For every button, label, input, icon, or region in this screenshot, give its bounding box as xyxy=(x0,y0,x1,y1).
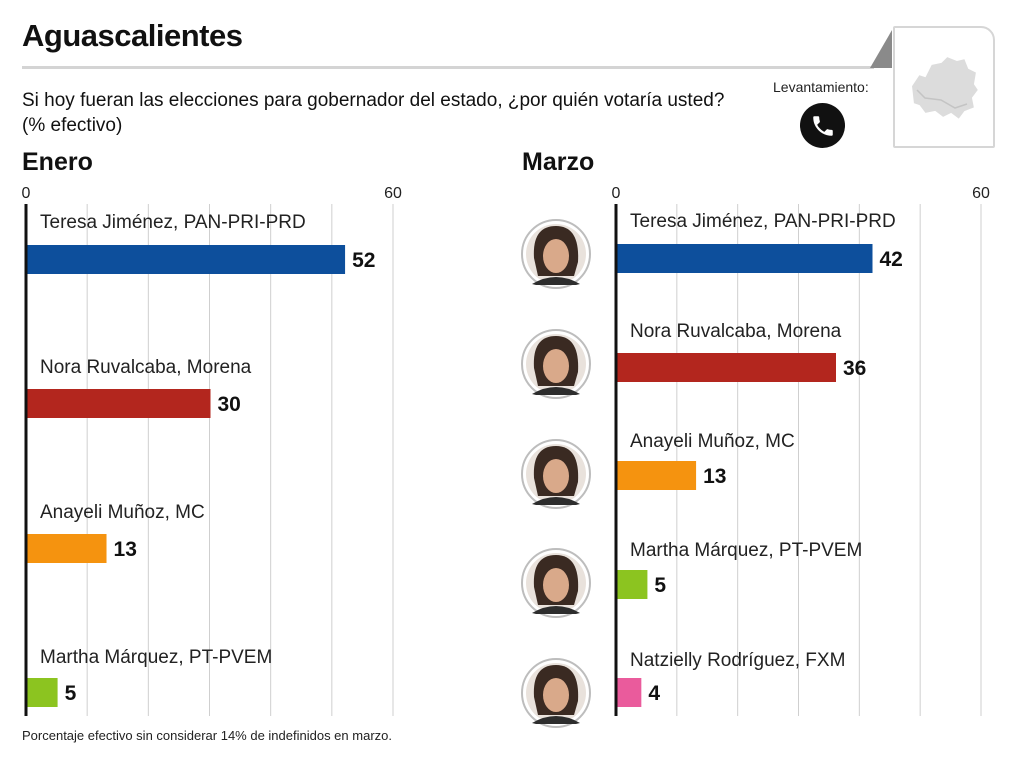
phone-icon xyxy=(800,103,845,148)
bar xyxy=(617,353,836,382)
category-label: Nora Ruvalcaba, Morena xyxy=(40,357,252,378)
category-label: Nora Ruvalcaba, Morena xyxy=(630,321,842,342)
photo-shoulders xyxy=(532,277,580,285)
bar xyxy=(27,534,107,563)
bar xyxy=(617,678,642,707)
bar xyxy=(617,244,873,273)
tick-label: 60 xyxy=(972,185,990,202)
data-label: 13 xyxy=(114,538,137,561)
survey-question: Si hoy fueran las elecciones para gobern… xyxy=(22,90,725,136)
photo-shoulders xyxy=(532,497,580,505)
photo-face xyxy=(543,459,569,493)
photo-shoulders xyxy=(532,716,580,724)
data-label: 42 xyxy=(880,248,903,271)
category-label: Teresa Jiménez, PAN-PRI-PRD xyxy=(630,211,896,232)
tick-label: 0 xyxy=(612,185,621,202)
bar xyxy=(27,389,211,418)
survey-method-label: Levantamiento: xyxy=(773,79,869,95)
tick-label: 0 xyxy=(22,185,31,202)
data-label: 36 xyxy=(843,357,866,380)
photo-face xyxy=(543,349,569,383)
category-label: Martha Márquez, PT-PVEM xyxy=(630,540,862,561)
title-corner-accent xyxy=(870,30,892,68)
photo-face xyxy=(543,239,569,273)
panel-title-marzo: Marzo xyxy=(522,148,595,176)
data-label: 13 xyxy=(703,465,726,488)
state-map-panel xyxy=(893,26,995,148)
data-label: 30 xyxy=(218,393,241,416)
tick-label: 60 xyxy=(384,185,402,202)
photo-face xyxy=(543,568,569,602)
category-label: Teresa Jiménez, PAN-PRI-PRD xyxy=(40,212,306,233)
category-label: Anayeli Muñoz, MC xyxy=(40,502,205,523)
data-label: 4 xyxy=(648,682,660,705)
bar xyxy=(27,245,346,274)
state-map-icon xyxy=(909,54,981,122)
footnote: Porcentaje efectivo sin considerar 14% d… xyxy=(22,728,392,743)
bar xyxy=(617,570,648,599)
category-label: Natzielly Rodríguez, FXM xyxy=(630,650,845,671)
bar xyxy=(617,461,697,490)
data-label: 5 xyxy=(65,682,77,705)
photo-face xyxy=(543,678,569,712)
page-title: Aguascalientes xyxy=(22,18,243,53)
data-label: 52 xyxy=(352,249,375,272)
category-label: Anayeli Muñoz, MC xyxy=(630,431,795,452)
photo-shoulders xyxy=(532,606,580,614)
category-label: Martha Márquez, PT-PVEM xyxy=(40,647,272,668)
photo-shoulders xyxy=(532,387,580,395)
data-label: 5 xyxy=(654,574,666,597)
bar xyxy=(27,678,58,707)
panel-title-enero: Enero xyxy=(22,148,93,176)
title-divider xyxy=(22,66,874,69)
